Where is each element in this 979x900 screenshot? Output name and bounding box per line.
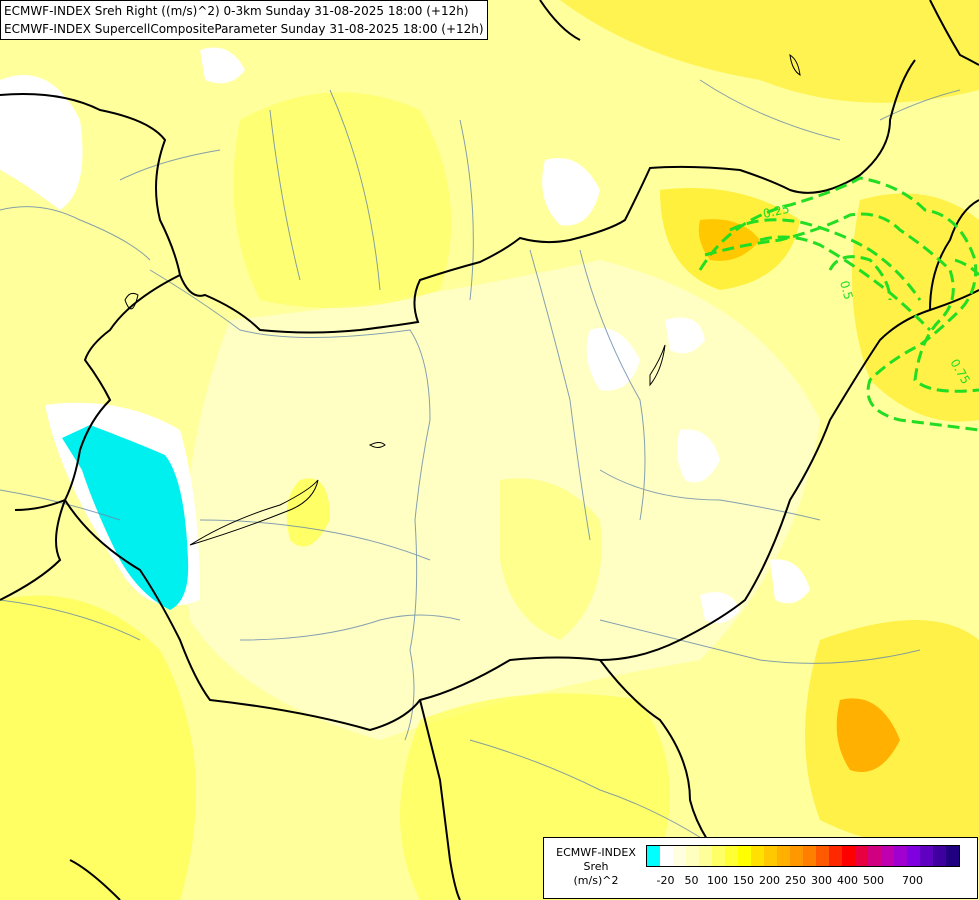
legend-swatch <box>881 846 894 866</box>
contour-label-05: 0.5 <box>837 279 855 301</box>
legend-tick-label: 700 <box>902 874 923 887</box>
legend-tick-label: 300 <box>811 874 832 887</box>
title-line-sreh: ECMWF-INDEX Sreh Right ((m/s)^2) 0-3km S… <box>4 4 469 18</box>
legend-title: ECMWF-INDEX Sreh (m/s)^2 <box>548 846 644 888</box>
legend-swatch <box>829 846 842 866</box>
contour-label-025: 0.25 <box>762 202 791 221</box>
legend-ticks: -20 50 100 150 200 250 300 400 500 700 <box>644 874 974 890</box>
legend-variable: Sreh <box>583 860 609 873</box>
legend-swatch <box>907 846 920 866</box>
legend-swatch <box>933 846 946 866</box>
legend-swatch <box>725 846 738 866</box>
legend-swatch <box>816 846 829 866</box>
legend-swatch <box>790 846 803 866</box>
legend-tick-label: 500 <box>863 874 884 887</box>
legend-tick-label: 150 <box>733 874 754 887</box>
legend-tick-label: 100 <box>707 874 728 887</box>
legend-swatch <box>764 846 777 866</box>
legend-swatches <box>646 845 960 867</box>
legend-unit: (m/s)^2 <box>573 874 619 887</box>
map-title: ECMWF-INDEX Sreh Right ((m/s)^2) 0-3km S… <box>0 0 488 40</box>
legend-swatch <box>842 846 855 866</box>
legend-swatch <box>686 846 699 866</box>
legend-swatch <box>946 846 959 866</box>
legend-swatch <box>673 846 686 866</box>
legend-tick-label: 200 <box>759 874 780 887</box>
legend-swatch <box>660 846 673 866</box>
legend-swatch <box>855 846 868 866</box>
legend-swatch <box>712 846 725 866</box>
legend-swatch <box>647 846 660 866</box>
legend-swatch <box>868 846 881 866</box>
title-line-scp: ECMWF-INDEX SupercellCompositeParameter … <box>4 22 484 36</box>
legend-swatch <box>803 846 816 866</box>
legend-swatch <box>920 846 933 866</box>
legend-tick-label: -20 <box>656 874 675 887</box>
legend-source: ECMWF-INDEX <box>556 846 636 859</box>
legend-tick-label: 250 <box>785 874 806 887</box>
cyan-region <box>62 425 189 610</box>
legend-tick-label: 400 <box>837 874 858 887</box>
legend-swatch <box>738 846 751 866</box>
color-legend: ECMWF-INDEX Sreh (m/s)^2 -20 50 100 150 200 2… <box>543 837 978 899</box>
legend-swatch <box>699 846 712 866</box>
legend-swatch <box>777 846 790 866</box>
legend-swatch <box>894 846 907 866</box>
legend-tick-label: 50 <box>684 874 699 887</box>
legend-swatch <box>751 846 764 866</box>
